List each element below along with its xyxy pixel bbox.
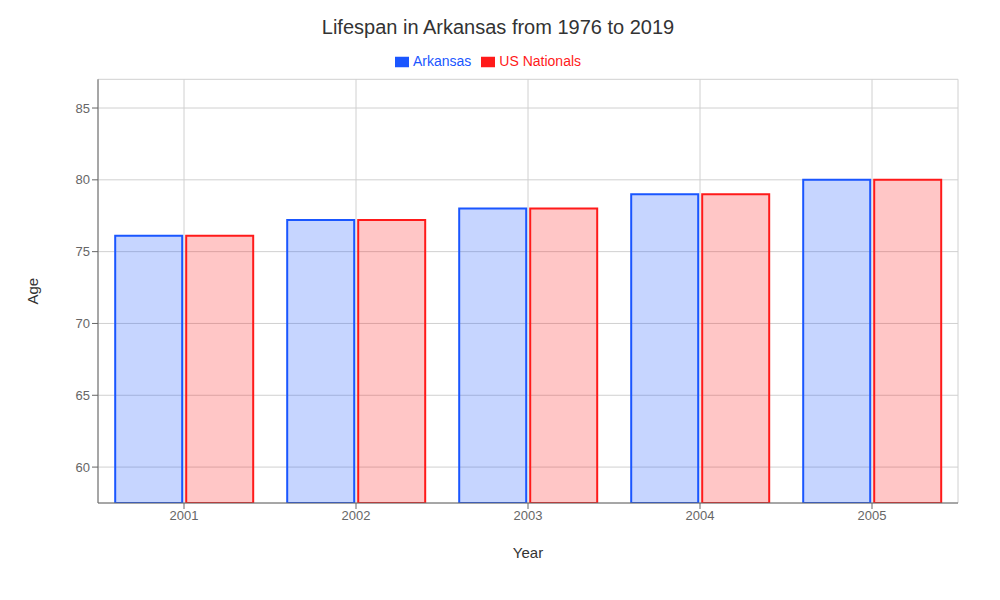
svg-text:70: 70 [76,316,90,331]
svg-text:2002: 2002 [342,508,371,523]
svg-text:60: 60 [76,460,90,475]
svg-text:2001: 2001 [170,508,199,523]
html-text:Lifespan in Arkansas from 1976: Lifespan in Arkansas from 1976 to 2019 [321,16,675,38]
svg-text:2004: 2004 [686,508,715,523]
svg-text:2005: 2005 [858,508,887,523]
svg-text:Year: Year [513,544,543,561]
svg-text:80: 80 [76,172,90,187]
svg-text:65: 65 [76,388,90,403]
html-text:US Nationals: US Nationals [499,53,581,69]
html-text:Arkansas: Arkansas [413,53,472,69]
svg-text:Age: Age [24,278,41,305]
svg-text:85: 85 [76,101,90,116]
svg-text:75: 75 [76,244,90,259]
svg-text:2003: 2003 [514,508,543,523]
